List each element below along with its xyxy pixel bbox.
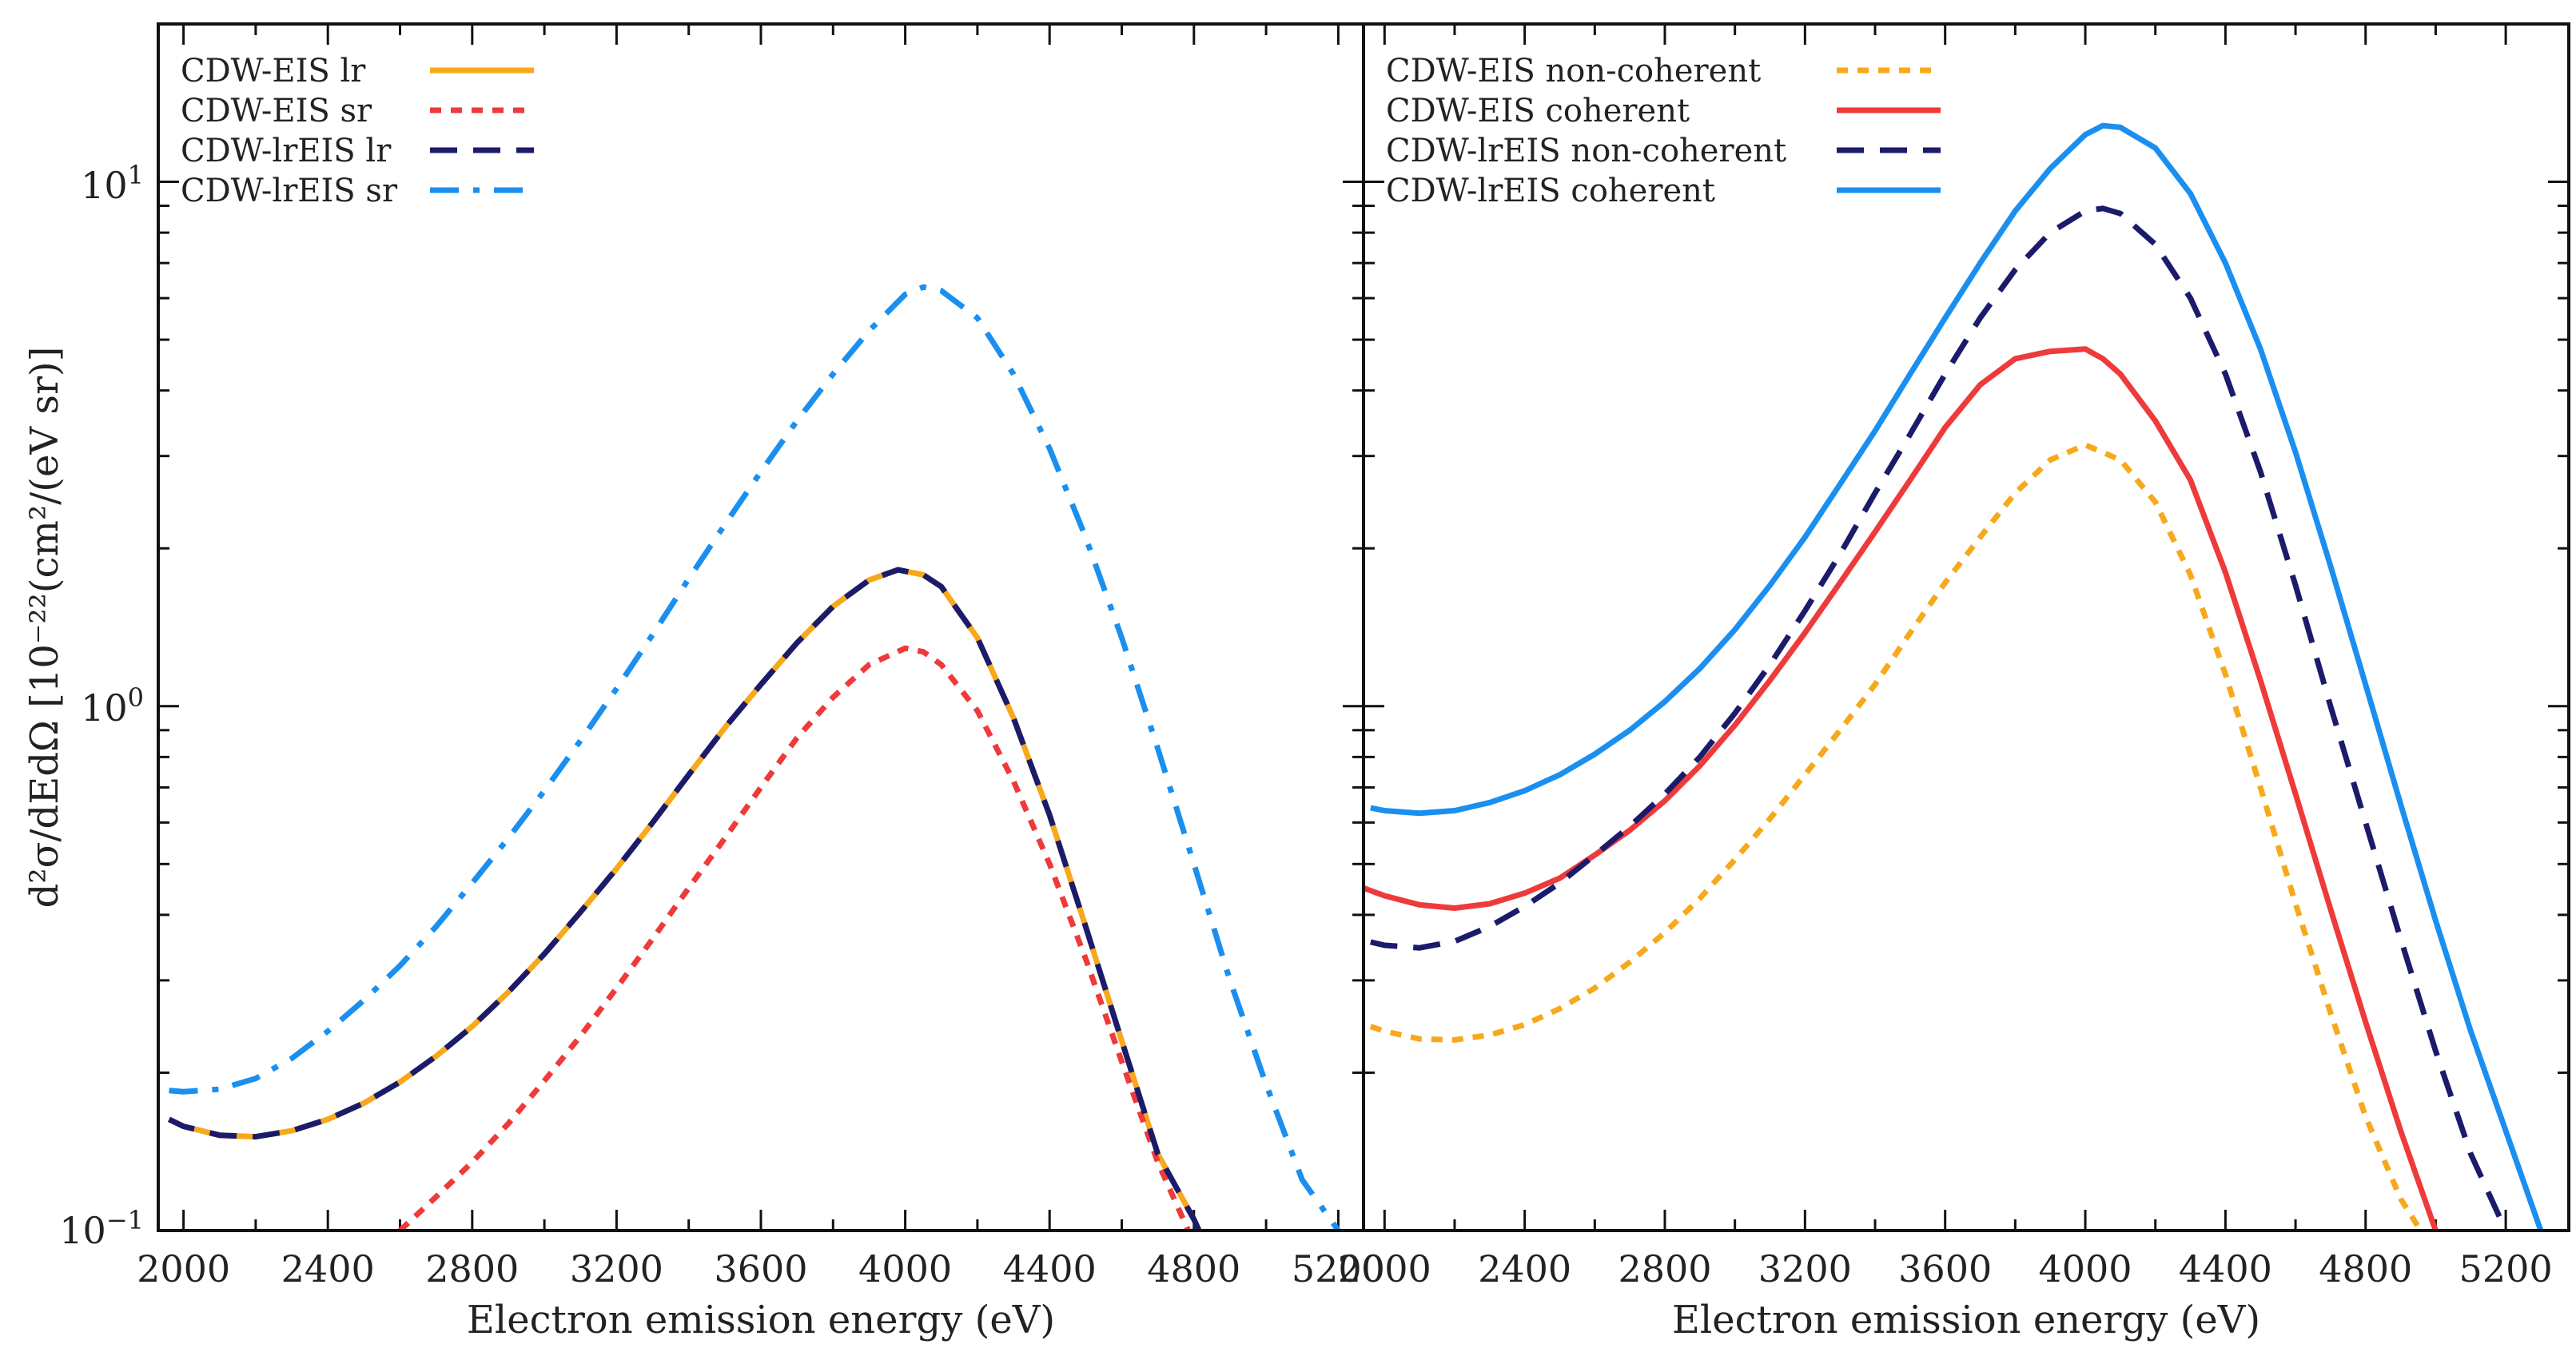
legend-label: CDW-lrEIS non-coherent <box>1386 133 1786 169</box>
legend-label: CDW-EIS lr <box>181 53 366 89</box>
left-panel: 2000 2400 2800 3200 3600 4000 4400 4800 5200 Ele… <box>137 22 1385 1342</box>
series-line-cdw-lreis-lr <box>167 567 1202 1231</box>
x-tick-label: 4400 <box>1003 1247 1097 1290</box>
legend-label: CDW-lrEIS sr <box>181 173 398 209</box>
legend-label: CDW-lrEIS coherent <box>1386 173 1715 209</box>
x-tick-label: 3600 <box>714 1247 807 1290</box>
right-panel-legend: CDW-EIS non-coherent CDW-EIS coherent CDW-… <box>1386 53 1941 209</box>
x-tick-label: 4400 <box>2179 1247 2272 1290</box>
series-line-cdw-eis-non-coherent <box>1369 442 2424 1231</box>
series-line-cdw-lreis-non-coherent <box>1370 205 2510 1231</box>
left-x-axis-title: Electron emission energy (eV) <box>467 1298 1055 1342</box>
right-panel-ticks <box>1364 22 2569 1232</box>
series-line-cdw-eis-coherent <box>1364 346 2439 1231</box>
x-tick-label: 4800 <box>2319 1247 2412 1290</box>
y-tick-label-1: 100 <box>81 682 144 730</box>
x-tick-label: 3200 <box>1758 1247 1852 1290</box>
series-line-cdw-lreis-coherent <box>1370 122 2545 1231</box>
left-panel-x-tick-labels: 2000 2400 2800 3200 3600 4000 4400 4800 5200 <box>137 1247 1385 1290</box>
x-tick-label: 4800 <box>1147 1247 1240 1290</box>
x-tick-label: 2000 <box>137 1247 230 1290</box>
right-panel-x-tick-labels: 2000 2400 2800 3200 3600 4000 4400 4800 5200 <box>1338 1247 2553 1290</box>
legend-label: CDW-EIS coherent <box>1386 93 1690 129</box>
right-panel-frame <box>1362 22 2570 1232</box>
x-tick-label: 2000 <box>1338 1247 1431 1290</box>
left-panel-legend: CDW-EIS lr CDW-EIS sr CDW-lrEIS lr CDW-lrEI… <box>181 53 534 209</box>
x-tick-label: 5200 <box>1292 1247 1385 1290</box>
left-panel-series <box>167 284 1343 1231</box>
x-tick-label: 2400 <box>1478 1247 1571 1290</box>
right-panel: 2000 2400 2800 3200 3600 4000 4400 4800 5200 Ele… <box>1338 22 2570 1342</box>
series-line-cdw-eis-sr <box>398 645 1192 1231</box>
x-tick-label: 4000 <box>858 1247 952 1290</box>
x-tick-label: 2400 <box>281 1247 375 1290</box>
x-tick-label: 5200 <box>2459 1247 2553 1290</box>
right-panel-series <box>1364 122 2545 1231</box>
legend-label: CDW-lrEIS lr <box>181 133 392 169</box>
x-tick-label: 3600 <box>1898 1247 1992 1290</box>
x-tick-label: 4000 <box>2039 1247 2132 1290</box>
legend-label: CDW-EIS sr <box>181 93 372 129</box>
y-tick-labels: 10−1 100 101 <box>59 160 144 1252</box>
left-panel-ticks <box>158 22 1364 1232</box>
right-x-axis-title: Electron emission energy (eV) <box>1672 1298 2260 1342</box>
series-line-cdw-eis-lr <box>167 567 1202 1231</box>
x-tick-label: 2800 <box>1618 1247 1711 1290</box>
y-tick-label-2: 101 <box>81 160 144 207</box>
y-tick-label-0: 10−1 <box>59 1205 144 1252</box>
x-tick-label: 3200 <box>570 1247 663 1290</box>
x-tick-label: 2800 <box>425 1247 519 1290</box>
legend-label: CDW-EIS non-coherent <box>1386 53 1761 89</box>
y-axis-title: d²σ/dEdΩ [10⁻²²(cm²/(eV sr)] <box>22 347 67 909</box>
series-line-cdw-lreis-sr <box>169 284 1343 1231</box>
